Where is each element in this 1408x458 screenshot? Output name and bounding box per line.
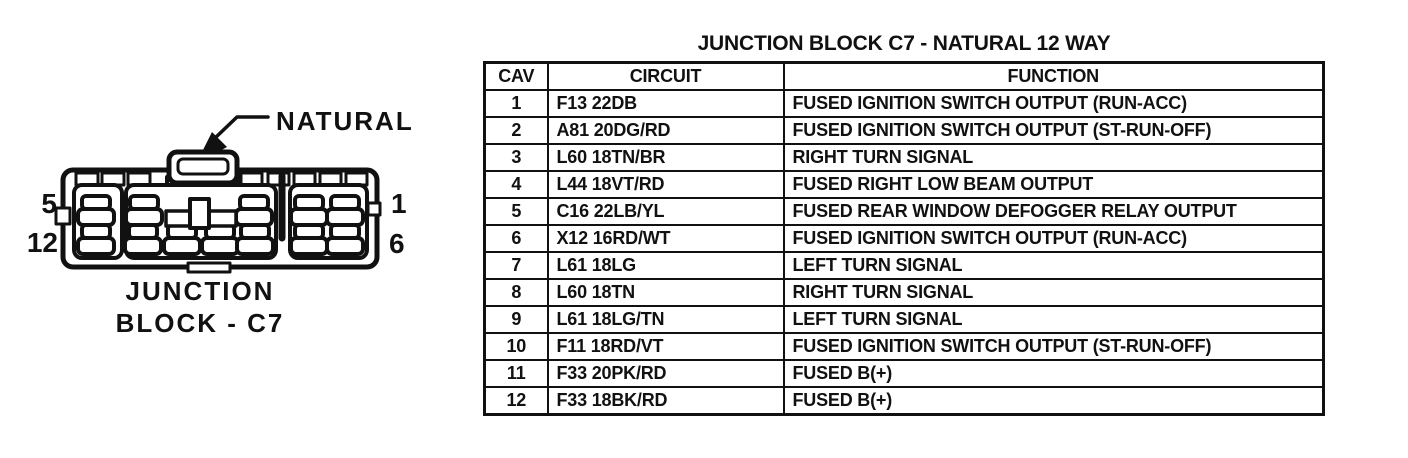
pin-label-top-right: 1 [391, 188, 407, 219]
column-header-function: FUNCTION [782, 61, 1325, 91]
cav-cell: 6 [483, 224, 549, 253]
function-cell: FUSED REAR WINDOW DEFOGGER RELAY OUTPUT [782, 197, 1325, 226]
circuit-cell: L61 18LG [546, 251, 785, 280]
cav-cell: 8 [483, 278, 549, 307]
circuit-cell: F33 18BK/RD [546, 386, 785, 416]
cav-cell: 11 [483, 359, 549, 388]
table-row: 2 A81 20DG/RD FUSED IGNITION SWITCH OUTPUT… [483, 116, 1325, 145]
connector-diagram: NATURAL 5 12 1 6 JUNCTION BLOCK - C7 [27, 106, 414, 338]
circuit-cell: L44 18VT/RD [546, 170, 785, 199]
terminal-cavities [76, 194, 365, 256]
table-body: 1 F13 22DB FUSED IGNITION SWITCH OUTPUT (R… [483, 89, 1325, 416]
circuit-cell: C16 22LB/YL [546, 197, 785, 226]
table-row: 9 L61 18LG/TN LEFT TURN SIGNAL [483, 305, 1325, 334]
circuit-cell: F33 20PK/RD [546, 359, 785, 388]
connector-pinout-table: CAV CIRCUIT FUNCTION 1 F13 22DB FUSED IGNI… [483, 61, 1325, 416]
circuit-cell: L60 18TN [546, 278, 785, 307]
table-row: 11 F33 20PK/RD FUSED B(+) [483, 359, 1325, 388]
table-row: 5 C16 22LB/YL FUSED REAR WINDOW DEFOGGER R… [483, 197, 1325, 226]
terminal-cavity [289, 194, 329, 227]
function-cell: FUSED IGNITION SWITCH OUTPUT (RUN-ACC) [782, 224, 1325, 253]
cav-cell: 12 [483, 386, 549, 416]
table-row: 3 L60 18TN/BR RIGHT TURN SIGNAL [483, 143, 1325, 172]
table-row: 10 F11 18RD/VT FUSED IGNITION SWITCH OUTPU… [483, 332, 1325, 361]
function-cell: LEFT TURN SIGNAL [782, 251, 1325, 280]
terminal-cavity [76, 194, 116, 227]
function-cell: FUSED IGNITION SWITCH OUTPUT (RUN-ACC) [782, 89, 1325, 118]
function-cell: FUSED IGNITION SWITCH OUTPUT (ST-RUN-OFF… [782, 116, 1325, 145]
terminal-cavity [124, 194, 164, 227]
circuit-cell: F11 18RD/VT [546, 332, 785, 361]
cav-cell: 1 [483, 89, 549, 118]
cav-cell: 4 [483, 170, 549, 199]
table-row: 7 L61 18LG LEFT TURN SIGNAL [483, 251, 1325, 280]
terminal-cavity [123, 223, 163, 256]
connector-color-label: NATURAL [276, 106, 414, 136]
terminal-cavity [76, 223, 116, 256]
column-header-circuit: CIRCUIT [546, 61, 785, 91]
terminal-cavity [235, 223, 275, 256]
circuit-cell: L61 18LG/TN [546, 305, 785, 334]
keyway [164, 197, 238, 230]
table-title: JUNCTION BLOCK C7 - NATURAL 12 WAY [697, 32, 1111, 55]
terminal-cavity [234, 194, 274, 227]
connector-caption-line2: BLOCK - C7 [116, 308, 285, 338]
function-cell: LEFT TURN SIGNAL [782, 305, 1325, 334]
terminal-cavity [325, 194, 365, 227]
connector-caption-line1: JUNCTION [126, 276, 275, 306]
terminal-cavity [289, 223, 329, 256]
column-header-cav: CAV [483, 61, 549, 91]
circuit-cell: X12 16RD/WT [546, 224, 785, 253]
pin-label-bottom-right: 6 [389, 228, 405, 259]
table-header-row: CAV CIRCUIT FUNCTION [483, 61, 1325, 91]
table-row: 6 X12 16RD/WT FUSED IGNITION SWITCH OUTPUT… [483, 224, 1325, 253]
circuit-cell: A81 20DG/RD [546, 116, 785, 145]
cav-cell: 10 [483, 332, 549, 361]
table-row: 1 F13 22DB FUSED IGNITION SWITCH OUTPUT (R… [483, 89, 1325, 118]
function-cell: FUSED IGNITION SWITCH OUTPUT (ST-RUN-OFF… [782, 332, 1325, 361]
function-cell: RIGHT TURN SIGNAL [782, 143, 1325, 172]
cav-cell: 5 [483, 197, 549, 226]
table-row: 4 L44 18VT/RD FUSED RIGHT LOW BEAM OUTPUT [483, 170, 1325, 199]
function-cell: FUSED B(+) [782, 386, 1325, 416]
function-cell: FUSED RIGHT LOW BEAM OUTPUT [782, 170, 1325, 199]
table-row: 8 L60 18TN RIGHT TURN SIGNAL [483, 278, 1325, 307]
terminal-cavity [325, 223, 365, 256]
cav-cell: 9 [483, 305, 549, 334]
circuit-cell: L60 18TN/BR [546, 143, 785, 172]
function-cell: RIGHT TURN SIGNAL [782, 278, 1325, 307]
function-cell: FUSED B(+) [782, 359, 1325, 388]
circuit-cell: F13 22DB [546, 89, 785, 118]
table-row: 12 F33 18BK/RD FUSED B(+) [483, 386, 1325, 416]
cav-cell: 7 [483, 251, 549, 280]
cav-cell: 3 [483, 143, 549, 172]
pin-label-bottom-left: 12 [27, 227, 58, 258]
pin-label-top-left: 5 [41, 188, 57, 219]
cav-cell: 2 [483, 116, 549, 145]
